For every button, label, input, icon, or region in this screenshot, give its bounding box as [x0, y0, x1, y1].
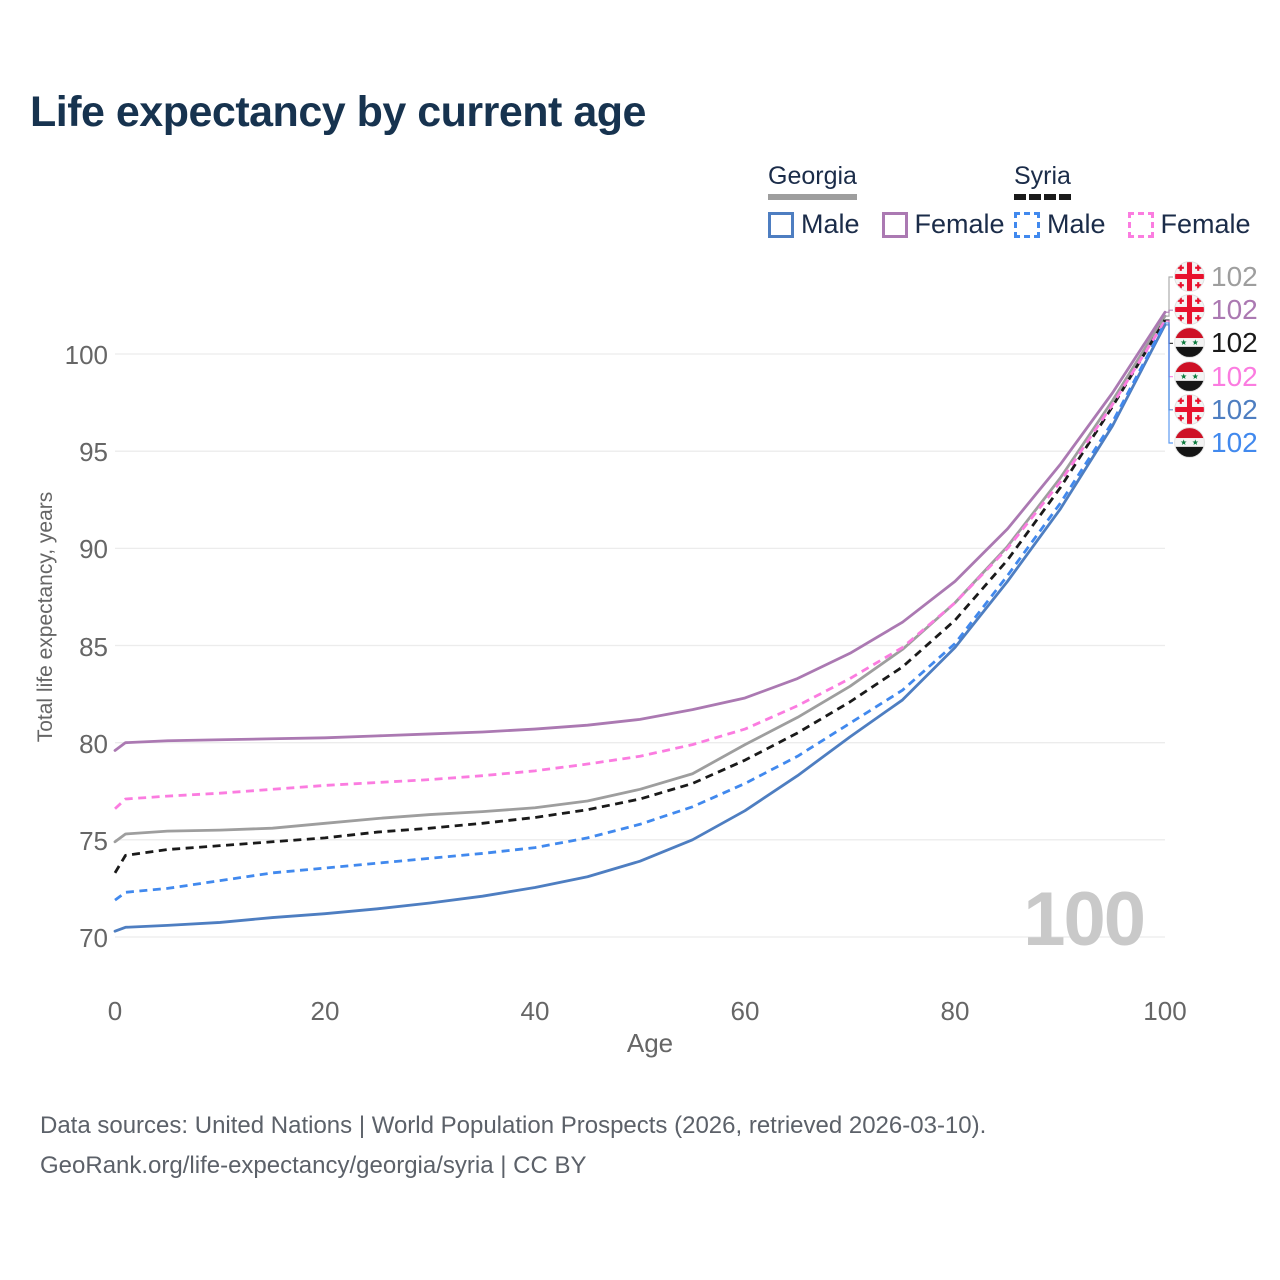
y-tick-label: 85	[79, 631, 108, 662]
legend-item-label: Female	[1160, 209, 1251, 239]
page-title: Life expectancy by current age	[30, 88, 646, 136]
series-line-georgia-male[interactable]	[113, 323, 1167, 933]
series-line-syria[interactable]	[113, 319, 1167, 874]
georgia-flag-icon	[1174, 394, 1205, 425]
end-label-connector	[1165, 276, 1173, 317]
y-tick-label: 100	[64, 340, 108, 370]
syria-female-swatch-icon	[1127, 211, 1154, 238]
georgia-male-swatch-icon	[768, 211, 794, 238]
footer-attribution-url: GeoRank.org/life-expectancy/georgia/syri…	[40, 1152, 587, 1179]
y-tick-label: 70	[79, 923, 108, 953]
georgia-flag-icon	[1174, 294, 1205, 325]
syria-flag-icon	[1174, 327, 1205, 358]
y-tick-label: 95	[79, 437, 108, 468]
end-value: 102	[1211, 360, 1258, 392]
syria-male-swatch-icon	[1014, 211, 1040, 238]
series-line-georgia-female[interactable]	[113, 310, 1167, 752]
end-value: 102	[1211, 393, 1258, 425]
legend-item-label: Male	[801, 209, 860, 239]
x-axis-title: Age	[626, 1028, 674, 1058]
series-end-label-georgia-female: 102	[1174, 293, 1258, 326]
series-line-syria-male[interactable]	[114, 322, 1167, 902]
end-label-connector	[1165, 309, 1173, 313]
legend-header-syria[interactable]: Syria	[1014, 162, 1071, 200]
legend-header-georgia[interactable]: Georgia	[768, 162, 857, 200]
footer-data-sources: Data sources: United Nations | World Pop…	[40, 1112, 987, 1139]
end-label-connector	[1165, 322, 1173, 444]
legend-item-georgia-male[interactable]: Male	[768, 209, 860, 240]
footer: Data sources: United Nations | World Pop…	[40, 1106, 986, 1186]
x-tick-label: 20	[310, 996, 340, 1026]
x-tick-label: 100	[1143, 996, 1187, 1026]
y-tick-label: 75	[79, 825, 108, 856]
end-value: 102	[1211, 260, 1258, 292]
syria-flag-icon	[1174, 361, 1205, 392]
legend-group-syria: Syria Male Female	[1014, 162, 1273, 240]
x-tick-label: 0	[107, 996, 123, 1026]
y-tick-label: 90	[79, 534, 108, 565]
series-end-label-georgia: 102	[1174, 260, 1258, 293]
series-end-label-syria: 102	[1174, 326, 1258, 359]
x-tick-label: 60	[730, 996, 760, 1026]
series-end-label-syria-male: 102	[1174, 426, 1258, 459]
end-value: 102	[1211, 326, 1258, 358]
series-end-label-georgia-male: 102	[1174, 393, 1258, 426]
end-value: 102	[1211, 293, 1258, 325]
syria-flag-icon	[1174, 427, 1205, 458]
end-value: 102	[1211, 426, 1258, 458]
series-line-syria-female[interactable]	[114, 320, 1167, 810]
legend-item-label: Female	[914, 209, 1005, 239]
georgia-flag-icon	[1174, 261, 1205, 292]
legend-item-syria-male[interactable]: Male	[1014, 209, 1106, 240]
x-tick-label: 40	[520, 996, 550, 1026]
x-tick-label: 80	[940, 996, 970, 1026]
legend-item-syria-female[interactable]: Female	[1127, 209, 1251, 240]
series-end-label-syria-female: 102	[1174, 360, 1258, 393]
y-tick-label: 80	[79, 728, 108, 759]
georgia-female-swatch-icon	[881, 211, 908, 238]
legend-group-georgia: Georgia Male Female	[768, 162, 1027, 240]
legend-item-georgia-female[interactable]: Female	[881, 209, 1005, 240]
series-line-georgia[interactable]	[113, 314, 1167, 844]
legend-item-label: Male	[1047, 209, 1106, 239]
hover-age-watermark: 100	[1023, 877, 1146, 962]
